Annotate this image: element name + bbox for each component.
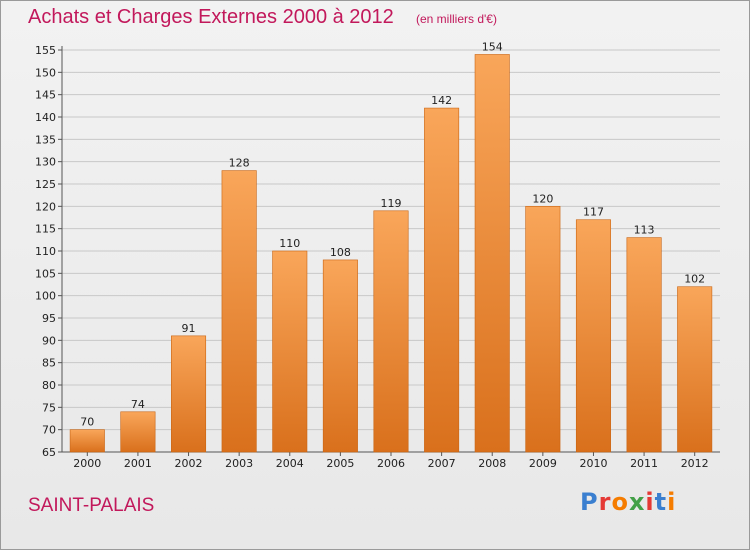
data-label: 102 [684,273,705,286]
x-tick-label: 2005 [326,457,354,470]
data-label: 113 [634,224,655,237]
logo-letter: i [645,488,655,516]
chart-title: Achats et Charges Externes 2000 à 2012 [28,6,394,28]
data-label: 120 [532,192,553,205]
x-tick-label: 2001 [124,457,152,470]
chart-subtitle: (en milliers d'€) [416,12,497,26]
logo-letter: P [580,488,599,516]
logo-letter: r [598,488,612,516]
bar-2001 [120,411,156,453]
data-label: 110 [279,237,300,250]
y-tick-label: 145 [35,89,56,102]
logo-letter: x [628,488,646,516]
proxiti-logo[interactable]: Proxiti [580,488,676,516]
y-tick-label: 110 [35,245,56,258]
y-tick-label: 80 [42,379,56,392]
y-tick-label: 125 [35,178,56,191]
logo-letter: i [667,488,677,516]
bar-2012 [677,286,713,453]
x-tick-label: 2003 [225,457,253,470]
data-label: 91 [182,322,196,335]
logo-letter: o [611,488,629,516]
bar-2002 [171,335,207,453]
data-label: 74 [131,398,145,411]
bar-2003 [221,170,257,453]
data-label: 119 [381,197,402,210]
y-tick-label: 105 [35,267,56,280]
data-label: 70 [80,416,94,429]
y-tick-label: 120 [35,200,56,213]
bar-2007 [424,107,460,453]
y-tick-label: 130 [35,156,56,169]
y-tick-label: 90 [42,334,56,347]
x-tick-label: 2000 [73,457,101,470]
y-tick-label: 140 [35,111,56,124]
bar-2009 [525,206,561,453]
x-tick-label: 2008 [478,457,506,470]
x-tick-label: 2012 [681,457,709,470]
y-tick-label: 85 [42,357,56,370]
y-tick-label: 100 [35,290,56,303]
data-label: 108 [330,246,351,259]
data-label: 142 [431,94,452,107]
bar-2006 [373,210,409,453]
x-tick-label: 2007 [428,457,456,470]
bar-2010 [575,219,611,453]
x-tick-label: 2010 [579,457,607,470]
x-tick-label: 2004 [276,457,304,470]
bar-2011 [626,237,662,453]
y-tick-label: 115 [35,223,56,236]
data-labels: 70 74 91 128 110 108 119 142 154 120 117 113 102 [80,40,705,428]
x-tick-label: 2002 [175,457,203,470]
data-label: 128 [229,157,250,170]
bar-2004 [272,250,308,453]
data-label: 117 [583,206,604,219]
y-tick-label: 155 [35,44,56,57]
bar-2005 [322,259,358,453]
bar-2000 [69,429,105,453]
y-tick-label: 135 [35,133,56,146]
x-tick-label: 2006 [377,457,405,470]
bar-2008 [474,54,510,453]
x-tick-label: 2009 [529,457,557,470]
y-tick-label: 65 [42,446,56,459]
y-tick-label: 70 [42,424,56,437]
y-tick-label: 150 [35,66,56,79]
location-label: SAINT-PALAIS [28,495,155,516]
axes: 65 70 75 80 85 90 95 100 105 110 115 120 125 130 135 14… [35,44,720,470]
x-tick-label: 2011 [630,457,658,470]
logo-letter: t [654,488,668,516]
y-tick-label: 75 [42,401,56,414]
bars [69,54,713,453]
data-label: 154 [482,40,503,53]
y-tick-label: 95 [42,312,56,325]
